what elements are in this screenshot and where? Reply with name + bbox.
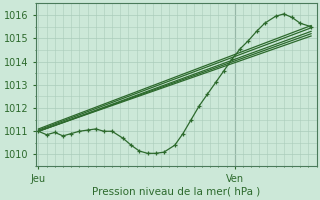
X-axis label: Pression niveau de la mer( hPa ): Pression niveau de la mer( hPa ) [92,187,260,197]
